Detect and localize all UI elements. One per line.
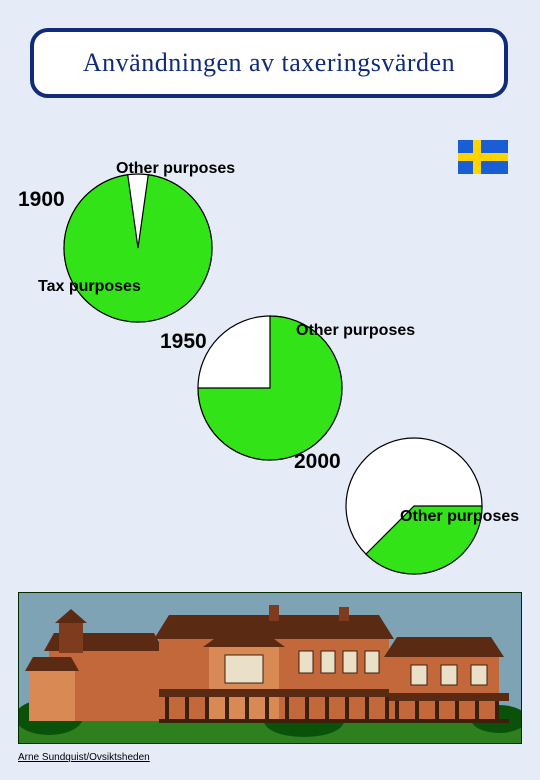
purpose-label: Other purposes <box>400 508 519 526</box>
year-label-1900: 1900 <box>18 188 65 212</box>
purpose-label: Other purposes <box>296 322 415 340</box>
title-panel: Användningen av taxeringsvärden <box>30 28 508 98</box>
pie-chart-2000 <box>344 436 484 576</box>
sweden-flag-icon <box>458 140 508 174</box>
purpose-label: Tax purposes <box>38 278 141 296</box>
credit-line: Arne Sundquist/Ovsiktsheden <box>18 752 150 763</box>
building-illustration <box>18 592 522 744</box>
page-title: Användningen av taxeringsvärden <box>83 48 455 78</box>
pie-chart-1900 <box>62 172 214 324</box>
year-label-1950: 1950 <box>160 330 207 354</box>
year-label-2000: 2000 <box>294 450 341 474</box>
purpose-label: Other purposes <box>116 160 235 178</box>
